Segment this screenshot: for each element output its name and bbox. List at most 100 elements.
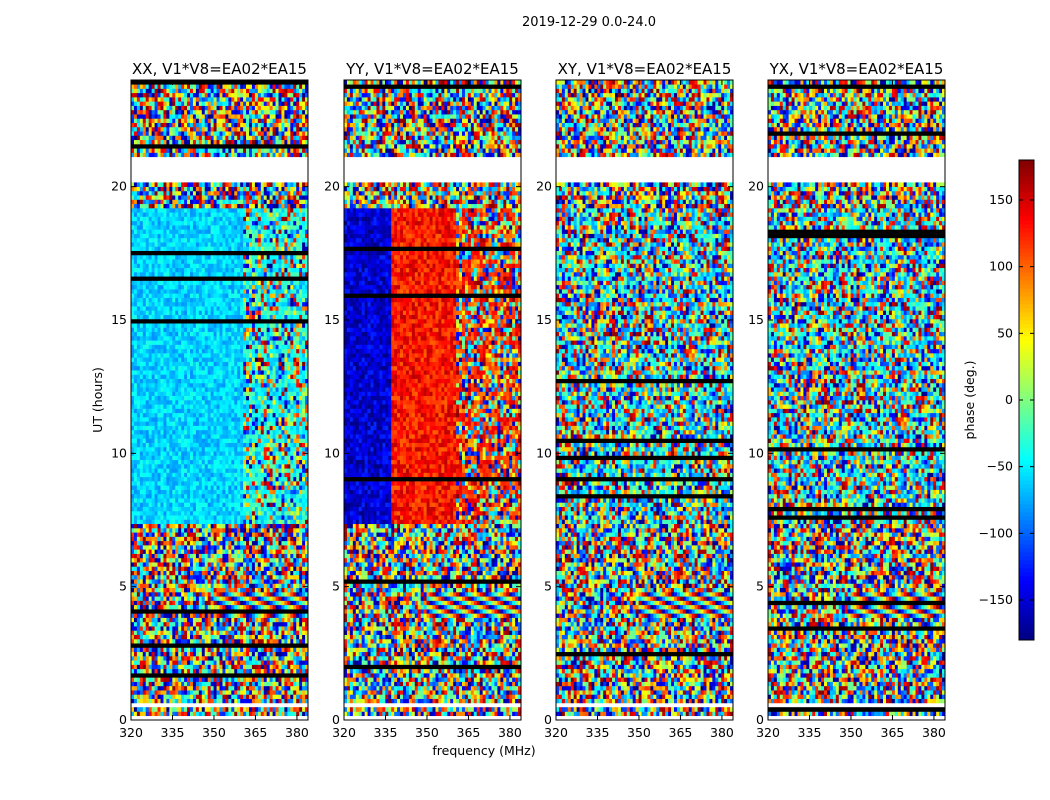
heatmap-cell bbox=[220, 626, 223, 631]
heatmap-cell bbox=[178, 635, 181, 640]
heatmap-cell bbox=[290, 711, 293, 716]
heatmap-cell bbox=[287, 707, 290, 712]
heatmap-cell bbox=[264, 669, 267, 674]
heatmap-cell bbox=[267, 660, 270, 665]
heatmap-cell bbox=[249, 686, 252, 691]
heatmap-cell bbox=[281, 635, 284, 640]
heatmap-cell bbox=[184, 665, 187, 670]
heatmap-cell bbox=[158, 643, 161, 648]
heatmap-cell bbox=[166, 711, 169, 716]
heatmap-cell bbox=[205, 677, 208, 682]
heatmap-cell bbox=[134, 690, 137, 695]
heatmap-cell bbox=[137, 643, 140, 648]
heatmap-cell bbox=[273, 707, 276, 712]
heatmap-cell bbox=[166, 682, 169, 687]
heatmap-cell bbox=[220, 673, 223, 678]
heatmap-cell bbox=[296, 626, 299, 631]
heatmap-cell bbox=[134, 643, 137, 648]
heatmap-cell bbox=[163, 677, 166, 682]
heatmap-cell bbox=[273, 630, 276, 635]
heatmap-cell bbox=[243, 690, 246, 695]
heatmap-cell bbox=[240, 630, 243, 635]
heatmap-cell bbox=[193, 673, 196, 678]
heatmap-cell bbox=[231, 652, 234, 657]
heatmap-cell bbox=[161, 707, 164, 712]
heatmap-cell bbox=[175, 673, 178, 678]
heatmap-cell bbox=[169, 660, 172, 665]
heatmap-cell bbox=[255, 652, 258, 657]
heatmap-cell bbox=[205, 643, 208, 648]
heatmap-cell bbox=[181, 699, 184, 704]
heatmap-cell bbox=[193, 677, 196, 682]
heatmap-cell bbox=[287, 626, 290, 631]
heatmap-cell bbox=[273, 694, 276, 699]
heatmap-cell bbox=[290, 652, 293, 657]
heatmap-cell bbox=[240, 647, 243, 652]
heatmap-cell bbox=[199, 626, 202, 631]
heatmap-cell bbox=[296, 665, 299, 670]
heatmap-cell bbox=[258, 686, 261, 691]
heatmap-cell bbox=[158, 669, 161, 674]
heatmap-cell bbox=[208, 656, 211, 661]
heatmap-cell bbox=[287, 711, 290, 716]
heatmap-cell bbox=[152, 660, 155, 665]
heatmap-cell bbox=[158, 656, 161, 661]
heatmap-cell bbox=[293, 630, 296, 635]
heatmap-cell bbox=[258, 694, 261, 699]
heatmap-cell bbox=[234, 630, 237, 635]
heatmap-cell bbox=[302, 635, 305, 640]
heatmap-cell bbox=[249, 652, 252, 657]
heatmap-cell bbox=[134, 660, 137, 665]
heatmap-cell bbox=[217, 677, 220, 682]
heatmap-cell bbox=[217, 647, 220, 652]
heatmap-cell bbox=[202, 677, 205, 682]
heatmap-cell bbox=[184, 707, 187, 712]
heatmap-cell bbox=[279, 635, 282, 640]
heatmap-cell bbox=[302, 639, 305, 644]
heatmap-cell bbox=[284, 647, 287, 652]
heatmap-cell bbox=[137, 686, 140, 691]
heatmap-cell bbox=[187, 694, 190, 699]
heatmap-cell bbox=[246, 707, 249, 712]
heatmap-cell bbox=[169, 665, 172, 670]
heatmap-cell bbox=[163, 686, 166, 691]
heatmap-cell bbox=[175, 635, 178, 640]
heatmap-cell bbox=[261, 694, 264, 699]
heatmap-cell bbox=[184, 694, 187, 699]
heatmap-cell bbox=[302, 652, 305, 657]
heatmap-cell bbox=[140, 639, 143, 644]
heatmap-cell bbox=[190, 699, 193, 704]
heatmap-cell bbox=[240, 652, 243, 657]
heatmap-cell bbox=[196, 626, 199, 631]
heatmap-cell bbox=[249, 630, 252, 635]
heatmap-cell bbox=[178, 677, 181, 682]
heatmap-cell bbox=[140, 647, 143, 652]
heatmap-cell bbox=[199, 643, 202, 648]
heatmap-cell bbox=[149, 686, 152, 691]
heatmap-cell bbox=[181, 686, 184, 691]
heatmap-cell bbox=[296, 699, 299, 704]
heatmap-cell bbox=[296, 694, 299, 699]
heatmap-cell bbox=[178, 639, 181, 644]
heatmap-cell bbox=[281, 643, 284, 648]
heatmap-cell bbox=[137, 626, 140, 631]
heatmap-cell bbox=[267, 707, 270, 712]
heatmap-cell bbox=[279, 686, 282, 691]
heatmap-cell bbox=[231, 647, 234, 652]
heatmap-cell bbox=[175, 639, 178, 644]
heatmap-cell bbox=[172, 652, 175, 657]
heatmap-cell bbox=[225, 626, 228, 631]
heatmap-cell bbox=[202, 626, 205, 631]
heatmap-cell bbox=[279, 711, 282, 716]
heatmap-cell bbox=[234, 669, 237, 674]
heatmap-cell bbox=[161, 643, 164, 648]
heatmap-cell bbox=[199, 630, 202, 635]
heatmap-cell bbox=[234, 622, 237, 627]
heatmap-cell bbox=[152, 622, 155, 627]
heatmap-cell bbox=[199, 622, 202, 627]
heatmap-cell bbox=[252, 673, 255, 678]
heatmap-cell bbox=[158, 694, 161, 699]
heatmap-cell bbox=[290, 647, 293, 652]
heatmap-cell bbox=[281, 694, 284, 699]
heatmap-cell bbox=[163, 682, 166, 687]
